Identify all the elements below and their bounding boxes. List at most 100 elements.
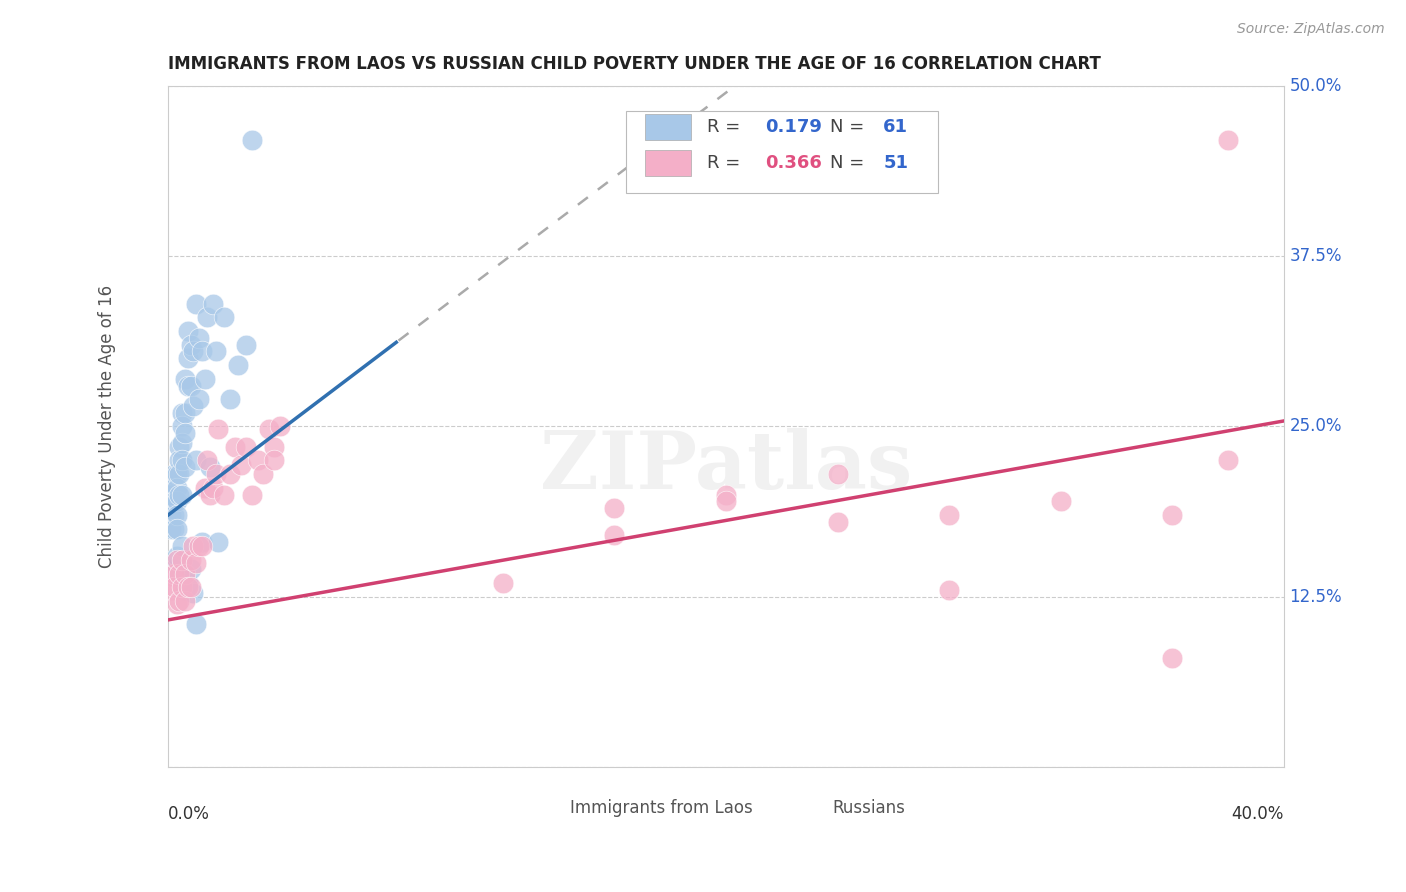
Point [169, 594, 191, 608]
Point [172, 553, 194, 567]
FancyBboxPatch shape [644, 150, 692, 176]
Point [714, 494, 737, 508]
Point [938, 582, 960, 597]
Point [263, 440, 285, 454]
Point [166, 553, 188, 567]
FancyBboxPatch shape [626, 111, 938, 193]
Point [172, 580, 194, 594]
Text: Immigrants from Laos: Immigrants from Laos [569, 799, 752, 817]
Point [172, 406, 194, 420]
Text: N =: N = [830, 119, 870, 136]
Point [269, 419, 291, 434]
Point [174, 372, 197, 386]
Point [198, 460, 221, 475]
Point [201, 481, 224, 495]
Text: 61: 61 [883, 119, 908, 136]
Point [714, 487, 737, 501]
Point [172, 539, 194, 553]
Point [174, 582, 197, 597]
Point [252, 467, 274, 481]
Point [163, 566, 186, 581]
Point [195, 453, 218, 467]
Text: Child Poverty Under the Age of 16: Child Poverty Under the Age of 16 [98, 285, 115, 568]
Point [163, 508, 186, 522]
Point [169, 487, 191, 501]
Text: 0.179: 0.179 [765, 119, 823, 136]
Point [212, 487, 235, 501]
Point [186, 556, 208, 570]
Point [174, 566, 197, 581]
Point [603, 501, 626, 516]
Point [166, 467, 188, 481]
Point [166, 522, 188, 536]
Point [240, 133, 263, 147]
Point [174, 426, 197, 441]
Point [163, 522, 186, 536]
Point [938, 508, 960, 522]
Point [183, 399, 205, 413]
Point [218, 392, 240, 406]
Point [174, 460, 197, 475]
Point [827, 467, 849, 481]
Point [235, 440, 257, 454]
Point [1161, 651, 1184, 665]
Point [177, 576, 200, 591]
Text: Russians: Russians [832, 799, 905, 817]
Point [177, 324, 200, 338]
Point [166, 494, 188, 508]
Text: Source: ZipAtlas.com: Source: ZipAtlas.com [1237, 22, 1385, 37]
Point [163, 481, 186, 495]
Point [188, 331, 211, 345]
Point [201, 297, 224, 311]
Point [240, 487, 263, 501]
Text: IMMIGRANTS FROM LAOS VS RUSSIAN CHILD POVERTY UNDER THE AGE OF 16 CORRELATION CH: IMMIGRANTS FROM LAOS VS RUSSIAN CHILD PO… [169, 55, 1101, 73]
Point [193, 481, 215, 495]
Point [235, 337, 257, 351]
Text: 0.366: 0.366 [765, 153, 823, 172]
Point [190, 535, 212, 549]
FancyBboxPatch shape [536, 801, 561, 816]
Point [212, 310, 235, 325]
Point [163, 494, 186, 508]
Point [224, 440, 246, 454]
Point [177, 351, 200, 366]
Point [180, 337, 202, 351]
Text: 50.0%: 50.0% [1289, 77, 1341, 95]
Point [226, 358, 249, 372]
Point [180, 580, 202, 594]
Point [204, 344, 226, 359]
Point [229, 458, 252, 472]
FancyBboxPatch shape [799, 801, 823, 816]
Point [263, 453, 285, 467]
Point [166, 481, 188, 495]
Point [183, 344, 205, 359]
Point [207, 535, 229, 549]
Point [172, 435, 194, 450]
Point [257, 422, 280, 436]
Point [603, 528, 626, 542]
Point [160, 582, 183, 597]
Text: 37.5%: 37.5% [1289, 247, 1341, 265]
Point [160, 522, 183, 536]
Point [1049, 494, 1071, 508]
Text: 51: 51 [883, 153, 908, 172]
Point [169, 566, 191, 581]
Point [827, 515, 849, 529]
Point [166, 597, 188, 611]
Point [160, 562, 183, 576]
Point [160, 508, 183, 522]
Point [172, 419, 194, 434]
Point [160, 569, 183, 583]
FancyBboxPatch shape [644, 114, 692, 140]
Point [188, 539, 211, 553]
Point [172, 453, 194, 467]
Point [172, 487, 194, 501]
Point [169, 440, 191, 454]
Text: ZIPatlas: ZIPatlas [540, 428, 912, 507]
Point [1161, 508, 1184, 522]
Point [193, 372, 215, 386]
Point [180, 553, 202, 567]
Point [174, 406, 197, 420]
Point [190, 539, 212, 553]
Point [169, 467, 191, 481]
